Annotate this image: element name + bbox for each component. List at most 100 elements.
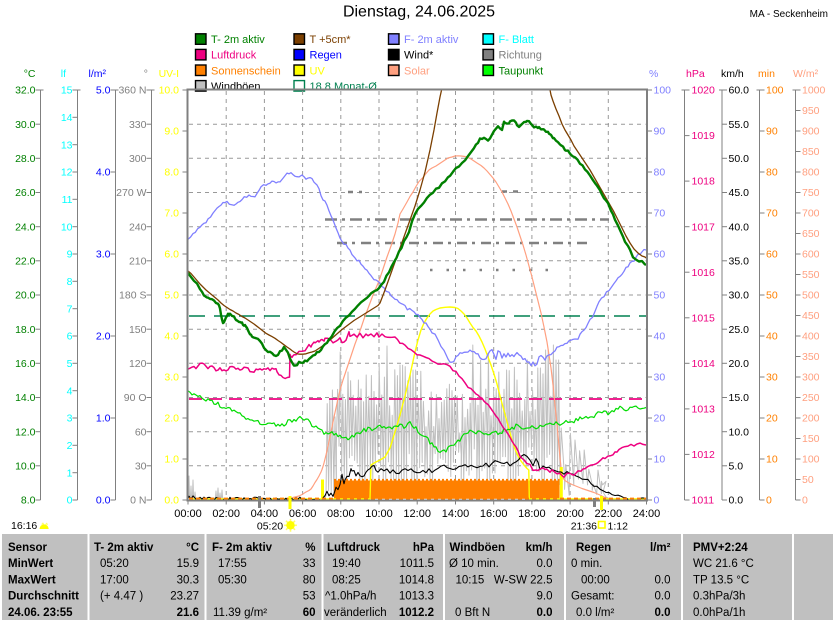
svg-text:1014: 1014 xyxy=(692,358,716,370)
svg-text:24.0: 24.0 xyxy=(15,221,36,233)
svg-text:1.0: 1.0 xyxy=(96,413,111,425)
svg-text:Wind*: Wind* xyxy=(404,50,434,62)
svg-text:550: 550 xyxy=(802,269,820,281)
svg-text:15.0: 15.0 xyxy=(729,392,750,404)
svg-text:T- 2m aktiv: T- 2m aktiv xyxy=(211,34,265,46)
svg-text:90 O: 90 O xyxy=(124,392,147,404)
svg-text:12: 12 xyxy=(61,167,73,179)
svg-text:8: 8 xyxy=(67,276,73,288)
svg-text:28.0: 28.0 xyxy=(15,153,36,165)
svg-text:14.0: 14.0 xyxy=(15,392,36,404)
svg-text:650: 650 xyxy=(802,228,820,240)
svg-text:30.0: 30.0 xyxy=(15,119,36,131)
svg-text:3: 3 xyxy=(67,413,73,425)
svg-text:00:00: 00:00 xyxy=(174,508,202,520)
svg-text:°C: °C xyxy=(186,542,199,554)
svg-text:500: 500 xyxy=(802,290,820,302)
svg-text:UV-I: UV-I xyxy=(159,68,179,80)
svg-text:0.0: 0.0 xyxy=(729,495,744,507)
svg-text:10: 10 xyxy=(654,454,666,466)
svg-text:10: 10 xyxy=(766,454,778,466)
svg-text:60: 60 xyxy=(654,249,666,261)
svg-text:13: 13 xyxy=(61,139,73,151)
svg-text:15.9: 15.9 xyxy=(177,558,199,570)
svg-text:T- 2m aktiv: T- 2m aktiv xyxy=(94,542,154,554)
svg-text:70: 70 xyxy=(654,208,666,220)
svg-text:8.0: 8.0 xyxy=(164,167,179,179)
svg-text:W-SW 22.5: W-SW 22.5 xyxy=(494,574,553,586)
svg-text:04:00: 04:00 xyxy=(251,508,279,520)
svg-text:1012.2: 1012.2 xyxy=(399,607,434,619)
svg-text:6.0: 6.0 xyxy=(164,249,179,261)
svg-text:°: ° xyxy=(144,68,148,80)
svg-text:1015: 1015 xyxy=(692,312,716,324)
svg-text:10: 10 xyxy=(61,221,73,233)
svg-text:F- 2m aktiv: F- 2m aktiv xyxy=(404,34,459,46)
svg-text:14: 14 xyxy=(61,112,73,124)
svg-text:°C: °C xyxy=(24,68,36,80)
svg-text:150: 150 xyxy=(129,324,147,336)
svg-text:240: 240 xyxy=(129,221,147,233)
svg-text:Regen: Regen xyxy=(576,542,611,554)
svg-text:Luftdruck: Luftdruck xyxy=(211,50,257,62)
svg-text:40: 40 xyxy=(766,331,778,343)
svg-text:50: 50 xyxy=(766,290,778,302)
svg-text:0 Bft N: 0 Bft N xyxy=(455,607,490,619)
svg-text:0.3hPa/3h: 0.3hPa/3h xyxy=(693,591,745,603)
svg-text:40: 40 xyxy=(654,331,666,343)
svg-text:53: 53 xyxy=(303,591,316,603)
svg-text:Gesamt:: Gesamt: xyxy=(571,591,614,603)
svg-text:06:00: 06:00 xyxy=(289,508,317,520)
svg-text:05:30: 05:30 xyxy=(218,574,247,586)
svg-text:100: 100 xyxy=(802,454,820,466)
svg-text:950: 950 xyxy=(802,105,820,117)
svg-text:17:00: 17:00 xyxy=(100,574,129,586)
svg-text:F- 2m aktiv: F- 2m aktiv xyxy=(212,542,273,554)
svg-text:21.6: 21.6 xyxy=(177,607,199,619)
svg-text:WC 21.6 °C: WC 21.6 °C xyxy=(693,558,754,570)
svg-text:300: 300 xyxy=(129,153,147,165)
svg-text:20:00: 20:00 xyxy=(556,508,584,520)
svg-text:2: 2 xyxy=(67,440,73,452)
svg-text:3.0: 3.0 xyxy=(96,249,111,261)
svg-text:360 N: 360 N xyxy=(118,85,146,97)
svg-text:120: 120 xyxy=(129,358,147,370)
svg-text:25.0: 25.0 xyxy=(729,324,750,336)
svg-text:1020: 1020 xyxy=(692,85,716,97)
svg-text:0.0: 0.0 xyxy=(655,574,671,586)
svg-text:UV: UV xyxy=(310,65,326,77)
svg-text:30: 30 xyxy=(135,460,147,472)
svg-text:60: 60 xyxy=(303,607,316,619)
svg-text:80: 80 xyxy=(303,574,316,586)
svg-text:16.0: 16.0 xyxy=(15,358,36,370)
svg-text:80: 80 xyxy=(766,167,778,179)
svg-text:km/h: km/h xyxy=(526,542,553,554)
svg-text:33: 33 xyxy=(303,558,316,570)
svg-text:1011.5: 1011.5 xyxy=(400,558,434,570)
svg-text:1016: 1016 xyxy=(692,267,716,279)
svg-text:0.0: 0.0 xyxy=(164,495,179,507)
svg-text:1019: 1019 xyxy=(692,130,716,142)
svg-text:lf: lf xyxy=(61,68,66,80)
svg-text:450: 450 xyxy=(802,310,820,322)
svg-text:850: 850 xyxy=(802,146,820,158)
svg-text:0 min.: 0 min. xyxy=(571,558,602,570)
svg-text:0.0: 0.0 xyxy=(96,495,111,507)
svg-text:5.0: 5.0 xyxy=(729,460,744,472)
svg-text:50: 50 xyxy=(802,474,814,486)
svg-text:40.0: 40.0 xyxy=(729,221,750,233)
svg-text:45.0: 45.0 xyxy=(729,187,750,199)
svg-text:9.0: 9.0 xyxy=(164,126,179,138)
svg-text:10.0: 10.0 xyxy=(729,426,750,438)
svg-text:9: 9 xyxy=(67,249,73,261)
svg-text:hPa: hPa xyxy=(686,68,705,80)
svg-text:60: 60 xyxy=(766,249,778,261)
svg-text:22.0: 22.0 xyxy=(15,255,36,267)
svg-text:1018: 1018 xyxy=(692,176,716,188)
svg-text:Luftdruck: Luftdruck xyxy=(327,542,381,554)
svg-text:180 S: 180 S xyxy=(119,290,146,302)
svg-text:35.0: 35.0 xyxy=(729,255,750,267)
svg-text:50.0: 50.0 xyxy=(729,153,750,165)
svg-text:1013.3: 1013.3 xyxy=(399,591,434,603)
svg-text:270 W: 270 W xyxy=(116,187,146,199)
